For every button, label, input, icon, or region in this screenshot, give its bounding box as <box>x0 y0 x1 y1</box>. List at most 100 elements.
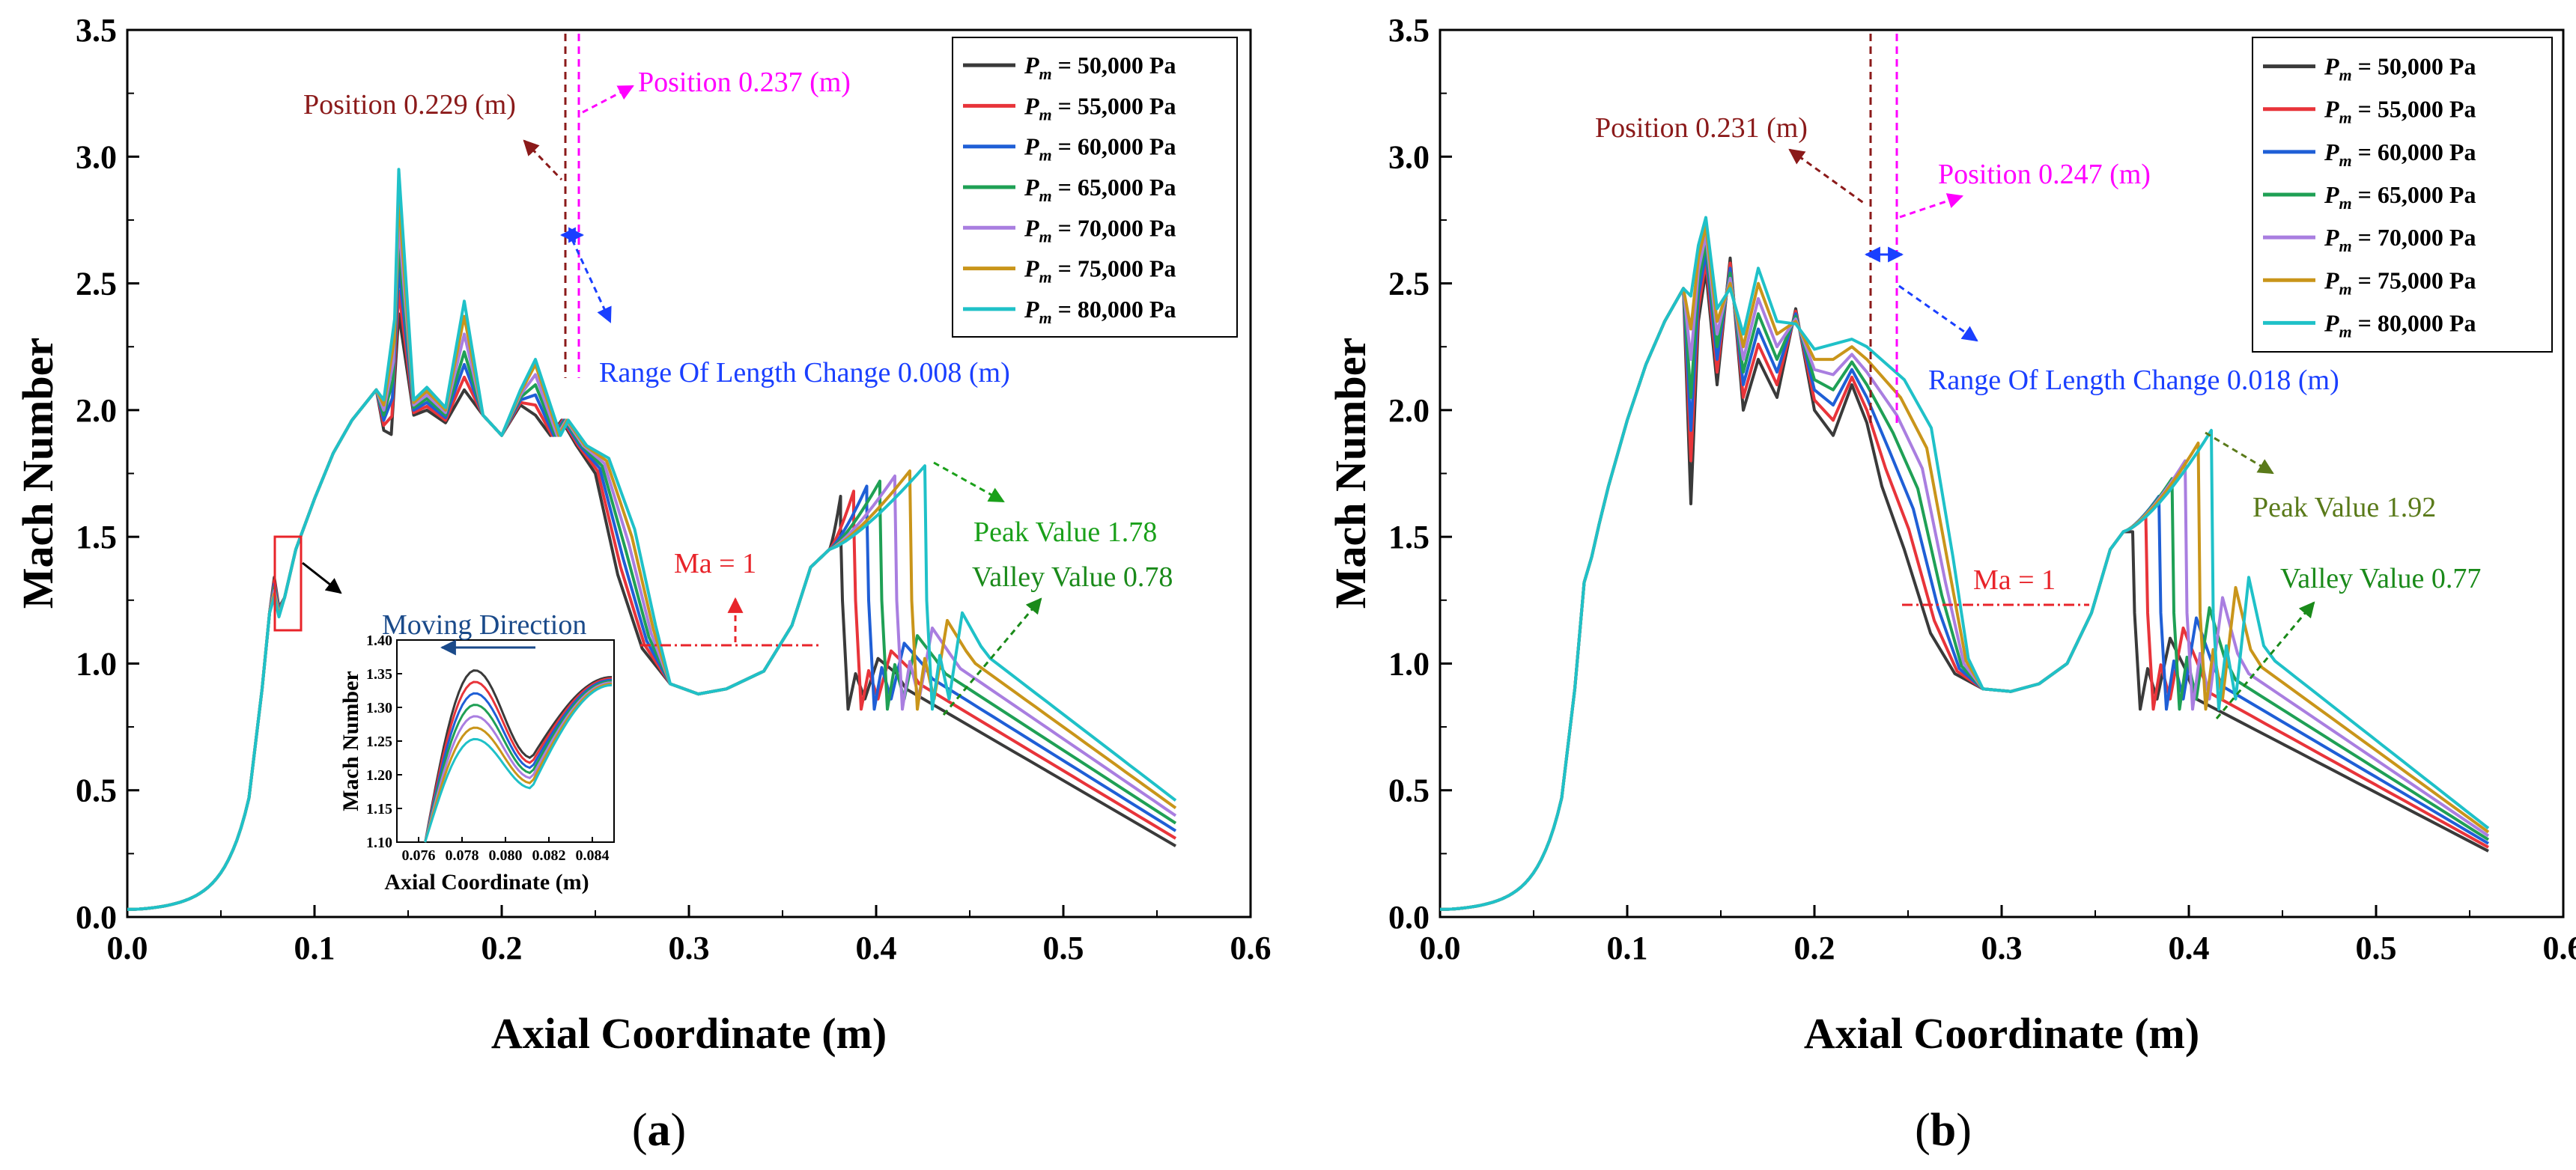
y-tick-label: 1.0 <box>1388 645 1430 682</box>
legend-entry: Pm = 55,000 Pa <box>1024 92 1176 124</box>
x-tick-label: 0.3 <box>1981 930 2023 966</box>
y-tick-label: 3.5 <box>1388 12 1430 49</box>
legend-entry: Pm = 70,000 Pa <box>2324 224 2476 255</box>
inset-x-tick-label: 0.082 <box>532 847 566 864</box>
x-tick-label: 0.1 <box>1607 930 1648 966</box>
series-line <box>1440 216 2490 911</box>
moving-direction-label: Moving Direction <box>382 609 586 641</box>
position-label-b2: Position 0.247 (m) <box>1938 159 2151 190</box>
inset-x-tick-label: 0.084 <box>576 847 610 864</box>
peak-label-a: Peak Value 1.78 <box>973 517 1157 548</box>
y-tick-label: 1.5 <box>1388 519 1430 555</box>
legend-entry: Pm = 50,000 Pa <box>1024 52 1176 83</box>
x-tick-label: 0.2 <box>482 930 523 966</box>
y-tick-label: 1.5 <box>76 519 117 555</box>
x-tick-labels-a: 0.0 0.1 0.2 0.3 0.4 0.5 0.6 <box>107 930 1272 966</box>
peak-arrow-b <box>2205 431 2274 475</box>
legend-entry: Pm = 80,000 Pa <box>1024 296 1176 327</box>
y-tick-label: 3.0 <box>76 138 117 175</box>
legend-entry: Pm = 55,000 Pa <box>2324 96 2476 127</box>
panel-label-b: (b) <box>1915 1105 1972 1156</box>
legend-entry: Pm = 75,000 Pa <box>2324 266 2476 298</box>
y-tick-label: 0.5 <box>76 773 117 809</box>
panel-label-a: (a) <box>632 1105 686 1156</box>
inset-lines-a <box>424 669 613 843</box>
valley-arrow-b <box>2215 601 2315 719</box>
legend-entry: Pm = 65,000 Pa <box>2324 181 2476 213</box>
range-label-a: Range Of Length Change 0.008 (m) <box>599 357 1010 389</box>
inset-series-line <box>424 683 613 843</box>
valley-label-a: Valley Value 0.78 <box>972 561 1173 593</box>
position-arrow-b1 <box>1788 148 1865 205</box>
position-label-a1: Position 0.229 (m) <box>303 89 516 121</box>
series-lines-a <box>127 168 1177 911</box>
inset-y-label-a: Mach Number <box>338 671 363 811</box>
y-axis-label-a: Mach Number <box>13 338 62 609</box>
legend-entry: Pm = 60,000 Pa <box>2324 138 2476 170</box>
position-arrow-a2 <box>582 85 634 114</box>
range-label-b: Range Of Length Change 0.018 (m) <box>1928 365 2339 396</box>
valley-label-b: Valley Value 0.77 <box>2280 563 2481 594</box>
y-tick-label: 2.0 <box>76 392 117 429</box>
y-tick-label: 3.5 <box>76 12 117 49</box>
inset-series-line <box>424 677 613 843</box>
axis-ticks-b <box>1439 28 2565 918</box>
inset-x-tick-label: 0.076 <box>402 847 436 864</box>
zoom-box-a <box>273 535 303 632</box>
ma-label-b: Ma = 1 <box>1973 564 2056 596</box>
y-tick-label: 1.0 <box>76 645 117 682</box>
inset-chart-a: 0.076 0.078 0.080 0.082 0.084 1.10 1.15 1.20 1.2… <box>338 609 615 895</box>
x-axis-label-b: Axial Coordinate (m) <box>1804 1009 2199 1058</box>
y-tick-label: 2.0 <box>1388 392 1430 429</box>
y-axis-label-b: Mach Number <box>1326 338 1375 609</box>
series-line <box>127 168 1177 911</box>
position-arrow-a1 <box>523 139 563 181</box>
x-tick-label: 0.3 <box>669 930 710 966</box>
y-tick-labels-a: 0.0 0.5 1.0 1.5 2.0 2.5 3.0 3.5 <box>76 12 117 936</box>
y-tick-label: 2.5 <box>1388 266 1430 302</box>
legend-entry: Pm = 65,000 Pa <box>1024 174 1176 205</box>
x-tick-label: 0.1 <box>294 930 335 966</box>
x-axis-label-a: Axial Coordinate (m) <box>491 1009 887 1058</box>
x-tick-label: 0.0 <box>1420 930 1461 966</box>
y-tick-label: 2.5 <box>76 266 117 302</box>
position-label-b1: Position 0.231 (m) <box>1595 112 1808 144</box>
range-leader-a <box>571 239 612 323</box>
legend-entry: Pm = 70,000 Pa <box>1024 214 1176 246</box>
inset-y-tick-label: 1.25 <box>366 734 392 750</box>
series-lines-b <box>1440 216 2490 911</box>
inset-series-line <box>424 669 613 843</box>
chart-panel-b: 0.0 0.1 0.2 0.3 0.4 0.5 0.6 0.0 0.5 1.0 1.5 2.0 2.5… <box>1326 12 2576 1156</box>
legend-entry: Pm = 50,000 Pa <box>2324 53 2476 85</box>
valley-arrow-a <box>942 597 1042 716</box>
inset-x-label-a: Axial Coordinate (m) <box>384 870 589 895</box>
annotations-b: Position 0.231 (m) Position 0.247 (m) Ra… <box>1595 34 2481 719</box>
y-tick-label: 3.0 <box>1388 138 1430 175</box>
inset-y-tick-label: 1.35 <box>366 666 392 683</box>
inset-y-tick-label: 1.15 <box>366 801 392 817</box>
y-tick-label: 0.5 <box>1388 773 1430 809</box>
legend-b: Pm = 50,000 Pa Pm = 55,000 Pa Pm = 60,000 … <box>2252 37 2553 353</box>
inset-series-line <box>424 680 613 843</box>
zoom-arrow-a <box>302 561 342 594</box>
inset-series-line <box>424 681 613 843</box>
inset-series-line <box>424 683 613 843</box>
y-tick-labels-b: 0.0 0.5 1.0 1.5 2.0 2.5 3.0 3.5 <box>1388 12 1430 936</box>
legend-a: Pm = 50,000 Pa Pm = 55,000 Pa Pm = 60,000 … <box>952 37 1238 338</box>
axis-ticks-a <box>126 28 1252 918</box>
y-tick-label: 0.0 <box>76 899 117 936</box>
x-tick-label: 0.4 <box>2169 930 2210 966</box>
position-arrow-b2 <box>1899 193 1963 219</box>
range-leader-b <box>1898 284 1978 342</box>
x-tick-label: 0.4 <box>856 930 897 966</box>
x-tick-label: 0.6 <box>2543 930 2576 966</box>
x-tick-label: 0.5 <box>2356 930 2397 966</box>
x-tick-label: 0.6 <box>1230 930 1272 966</box>
peak-label-b: Peak Value 1.92 <box>2253 492 2436 523</box>
position-label-a2: Position 0.237 (m) <box>638 67 851 98</box>
y-tick-label: 0.0 <box>1388 899 1430 936</box>
inset-y-tick-label: 1.30 <box>366 700 392 716</box>
ma-label-a: Ma = 1 <box>674 548 756 579</box>
x-tick-labels-b: 0.0 0.1 0.2 0.3 0.4 0.5 0.6 <box>1420 930 2576 966</box>
